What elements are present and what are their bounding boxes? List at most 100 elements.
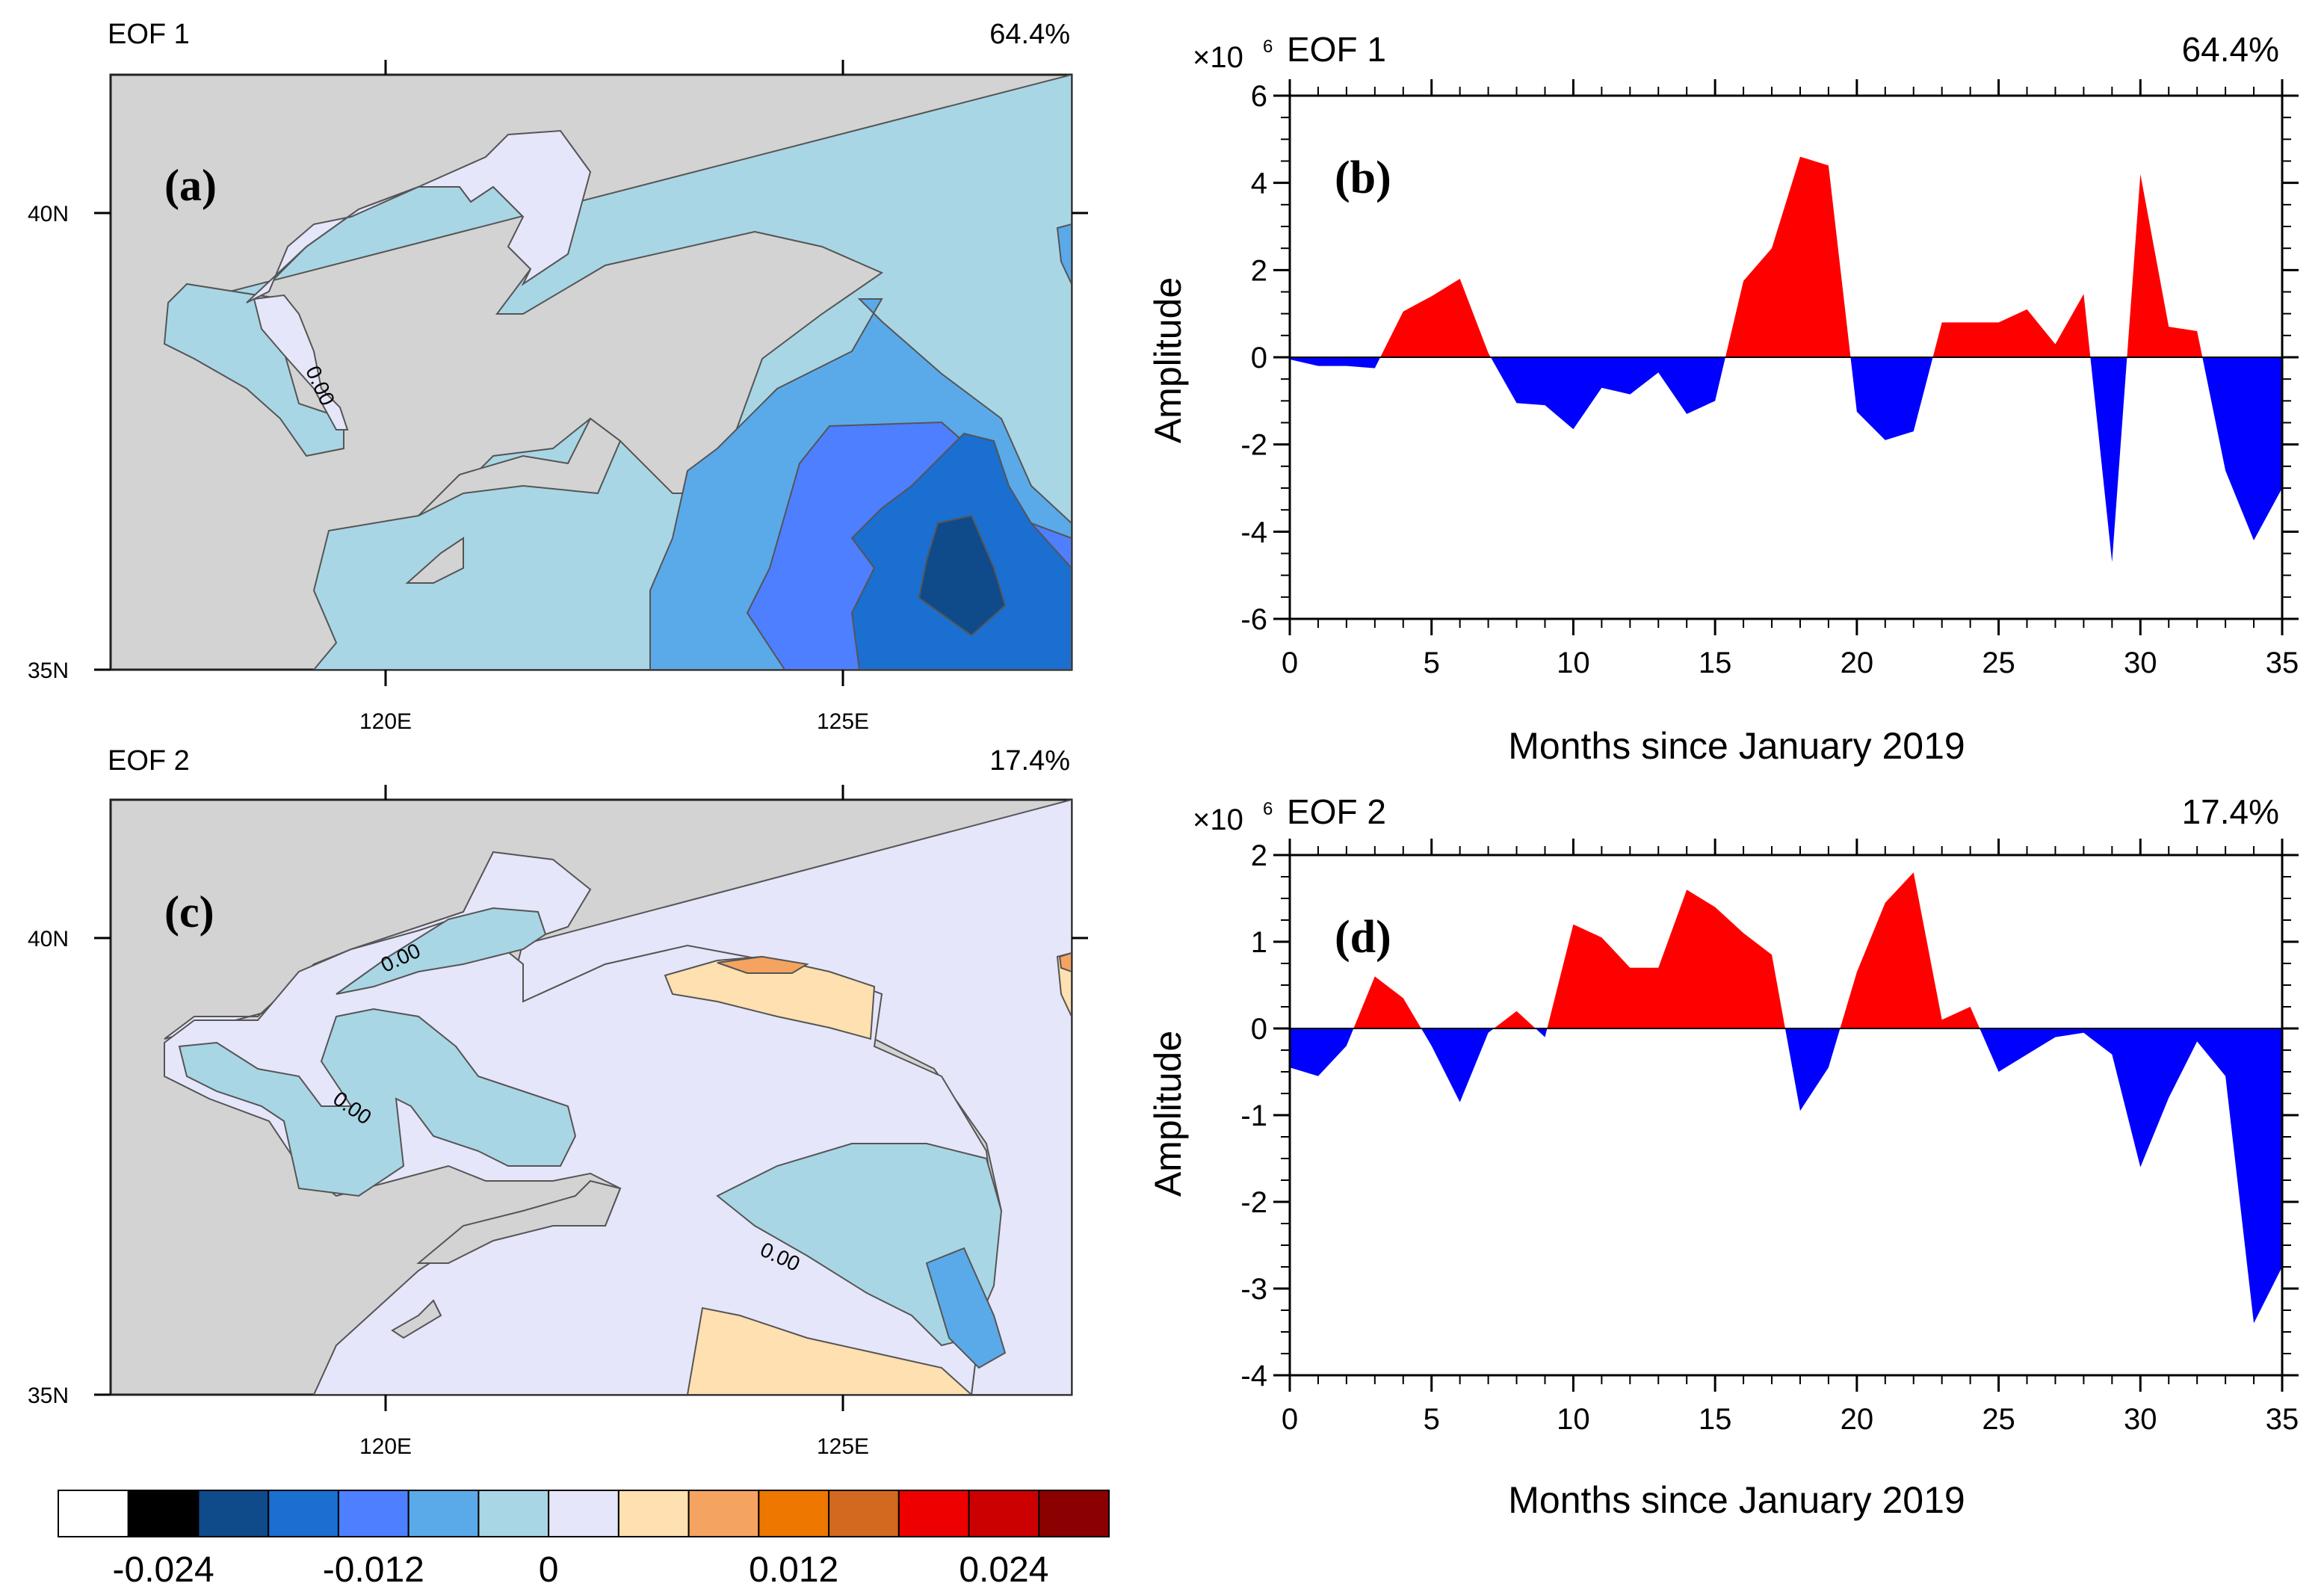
x-tick-label: 20 (1841, 647, 1874, 679)
colorbar-swatch (127, 1490, 200, 1537)
ts-d-scale-exponent: 6 (1263, 799, 1273, 819)
y-tick-label: 2 (1251, 254, 1267, 287)
x-tick-label: 10 (1557, 1403, 1590, 1436)
y-tick-label: -6 (1240, 603, 1267, 636)
x-tick-label: 0 (1282, 1403, 1298, 1436)
map-c-title: EOF 2 (108, 745, 190, 777)
y-tick-label: -4 (1240, 1360, 1267, 1392)
map-a-ytick-label: 35N (28, 658, 69, 683)
y-tick-label: -3 (1240, 1273, 1267, 1306)
map-c-region-lightblue-west (178, 1008, 577, 1197)
map-a-variance: 64.4% (989, 19, 1070, 50)
ts-b-ylabel: Amplitude (1147, 277, 1189, 443)
x-tick-label: 5 (1424, 647, 1440, 679)
colorbar-swatch (478, 1490, 550, 1537)
map-c-region-lightorange-south (686, 1306, 973, 1395)
ts-d-scale-prefix: ×10 (1193, 803, 1243, 836)
panel-label: (b) (1335, 152, 1391, 203)
ts-b-variance: 64.4% (2182, 30, 2279, 69)
colorbar-swatch (268, 1490, 339, 1537)
y-tick-label: 4 (1251, 167, 1267, 200)
x-tick-label: 15 (1699, 1403, 1732, 1436)
map-a-land-islet (405, 537, 464, 584)
map-a-land-notch (418, 417, 622, 516)
ts-b-scale-prefix: ×10 (1193, 41, 1243, 74)
y-tick-label: 1 (1251, 926, 1267, 959)
colorbar-swatch (828, 1490, 900, 1537)
map-a-east-sliver (1056, 223, 1072, 285)
positive-anomaly-area (1290, 872, 2282, 1028)
y-tick-label: -4 (1240, 516, 1267, 549)
map-c-land-notch (416, 1179, 622, 1264)
map-a-region-lavender-tongue (253, 294, 349, 431)
y-tick-label: 0 (1251, 342, 1267, 374)
map-a-region-lavender (246, 129, 592, 303)
negative-anomaly-area (1290, 1028, 2282, 1324)
map-c-region-lightblue-north (336, 907, 547, 995)
map-a-panel-label: (a) (164, 161, 217, 210)
colorbar-swatch (407, 1490, 480, 1537)
colorbar-swatch (617, 1490, 690, 1537)
map-c-region-orange-north (717, 955, 809, 974)
x-tick-label: 25 (1982, 647, 2015, 679)
x-tick-label: 0 (1282, 647, 1298, 679)
colorbar-swatch (897, 1490, 970, 1537)
y-tick-label: -2 (1240, 429, 1267, 462)
x-tick-label: 15 (1699, 647, 1732, 679)
x-tick-label: 20 (1841, 1403, 1874, 1436)
ts-b-title: EOF 1 (1287, 30, 1386, 69)
map-c-clip: 0.00 0.00 0.00 (c) (164, 800, 1072, 1395)
y-tick-label: 2 (1251, 839, 1267, 872)
x-tick-label: 35 (2266, 647, 2299, 679)
colorbar-swatch (687, 1490, 760, 1537)
y-tick-label: -1 (1240, 1099, 1267, 1132)
map-c-panel-label: (c) (164, 887, 214, 937)
x-tick-label: 30 (2124, 1403, 2157, 1436)
map-a-clip: 0.00 (a) (163, 75, 1072, 670)
map-c-land-islet (391, 1299, 442, 1339)
colorbar-label: 0.012 (749, 1550, 838, 1590)
map-a-title: EOF 1 (108, 19, 190, 50)
ts-d-xlabel: Months since January 2019 (1508, 1479, 1965, 1521)
colorbar-label: -0.024 (113, 1550, 214, 1590)
colorbar-swatch (197, 1490, 270, 1537)
colorbar-swatch (968, 1490, 1040, 1537)
y-tick-label: 0 (1251, 1013, 1267, 1046)
map-c-region-midblue (925, 1247, 1007, 1369)
panel-label: (d) (1335, 912, 1391, 963)
ts-d-title: EOF 2 (1287, 792, 1386, 831)
x-tick-label: 10 (1557, 647, 1590, 679)
positive-anomaly-area (1290, 156, 2282, 357)
map-c-xtick-label: 120E (359, 1434, 412, 1459)
colorbar-label: 0.024 (959, 1550, 1048, 1590)
ts-d-ylabel: Amplitude (1147, 1031, 1189, 1197)
map-c-ytick-label: 40N (28, 927, 69, 951)
ts-b-xlabel: Months since January 2019 (1508, 725, 1965, 767)
map-a-xtick-label: 125E (817, 709, 869, 734)
y-tick-label: -2 (1240, 1186, 1267, 1219)
colorbar-swatch (58, 1490, 129, 1537)
x-tick-label: 25 (1982, 1403, 2015, 1436)
map-c-ytick-label: 35N (28, 1383, 69, 1408)
map-c-xtick-label: 125E (817, 1434, 869, 1459)
x-tick-label: 30 (2124, 647, 2157, 679)
map-panel-a: EOF 1 64.4% 0.00 (a) (28, 19, 1088, 734)
map-c-east-sliver-orange (1058, 951, 1072, 973)
colorbar-swatch (1038, 1490, 1110, 1537)
ts-b-scale-exponent: 6 (1263, 37, 1273, 57)
timeseries-panel-d: ×10 6 EOF 2 17.4% Amplitude Months since… (1147, 792, 2299, 1521)
colorbar-swatch (548, 1490, 619, 1537)
colorbar: -0.024 -0.012 0 0.012 0.024 (58, 1490, 1110, 1590)
map-a-region-lightblue-west (163, 283, 344, 457)
x-tick-label: 35 (2266, 1403, 2299, 1436)
map-a-xtick-label: 120E (359, 709, 412, 734)
map-a-region-darkblue (918, 514, 1007, 637)
map-a-ytick-label: 40N (28, 202, 69, 226)
colorbar-label: 0 (539, 1550, 559, 1590)
colorbar-swatch (337, 1490, 410, 1537)
timeseries-panel-b: ×10 6 EOF 1 64.4% Amplitude Months since… (1147, 30, 2299, 767)
colorbar-swatch (758, 1490, 830, 1537)
x-tick-label: 5 (1424, 1403, 1440, 1436)
ts-d-variance: 17.4% (2182, 792, 2279, 831)
